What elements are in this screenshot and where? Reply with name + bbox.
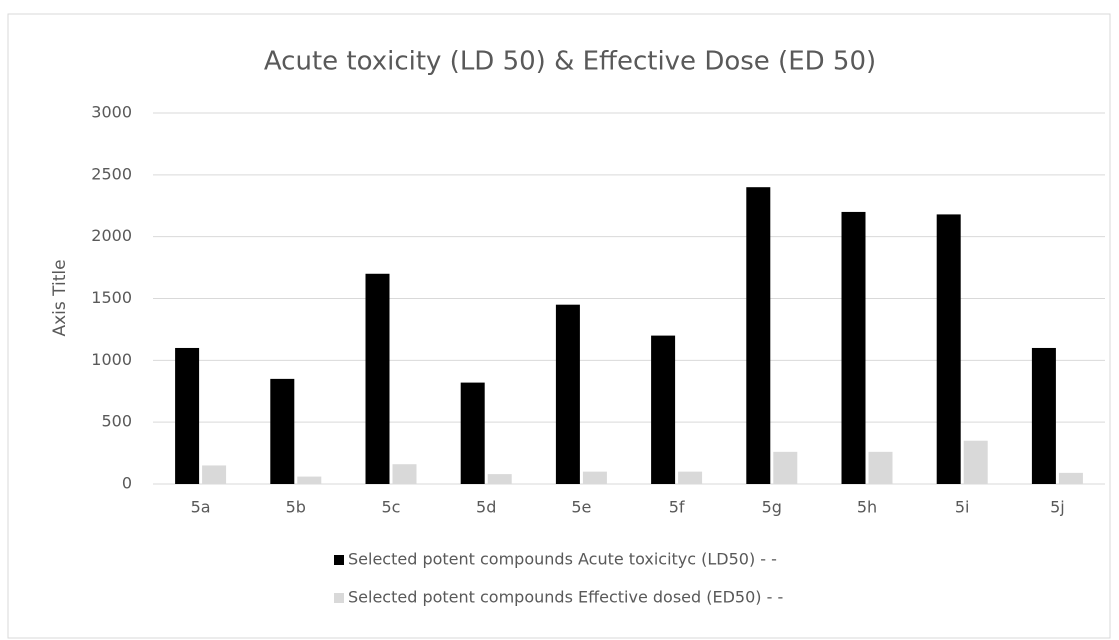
bar (365, 273, 390, 484)
legend-label: Selected potent compounds Effective dose… (348, 588, 783, 607)
x-tick-label: 5j (1050, 498, 1065, 517)
legend-swatch (334, 593, 344, 603)
y-tick-label: 0 (122, 474, 132, 493)
x-tick-label: 5b (286, 498, 306, 517)
bar (392, 464, 417, 484)
bar (746, 187, 771, 484)
y-tick-label: 1000 (91, 350, 132, 369)
legend-label: Selected potent compounds Acute toxicity… (348, 550, 777, 569)
x-tick-label: 5a (191, 498, 211, 517)
bar (460, 382, 485, 484)
bar (868, 451, 893, 484)
bar (1058, 472, 1083, 484)
bar (297, 476, 322, 484)
x-tick-label: 5d (476, 498, 496, 517)
bar (487, 474, 512, 484)
chart-title: Acute toxicity (LD 50) & Effective Dose … (264, 47, 876, 77)
y-tick-label: 2000 (91, 226, 132, 245)
y-tick-label: 1500 (91, 288, 132, 307)
bar (963, 440, 988, 484)
bar (582, 471, 607, 484)
x-tick-label: 5c (382, 498, 401, 517)
x-tick-label: 5g (762, 498, 782, 517)
bar (1031, 347, 1056, 484)
bar (841, 211, 866, 484)
bar (202, 465, 227, 484)
x-tick-label: 5f (669, 498, 685, 517)
x-tick-label: 5h (857, 498, 877, 517)
y-axis-title: Axis Title (50, 259, 70, 336)
y-tick-label: 3000 (91, 103, 132, 122)
bar (678, 471, 703, 484)
legend-swatch (334, 555, 344, 565)
bar (555, 304, 580, 484)
bar (936, 214, 961, 484)
x-tick-label: 5e (571, 498, 591, 517)
bar (773, 451, 798, 484)
bar (651, 335, 676, 484)
bar (175, 347, 200, 484)
y-tick-label: 2500 (91, 164, 132, 183)
x-tick-label: 5i (955, 498, 970, 517)
y-tick-label: 500 (101, 412, 132, 431)
bar (270, 378, 295, 484)
